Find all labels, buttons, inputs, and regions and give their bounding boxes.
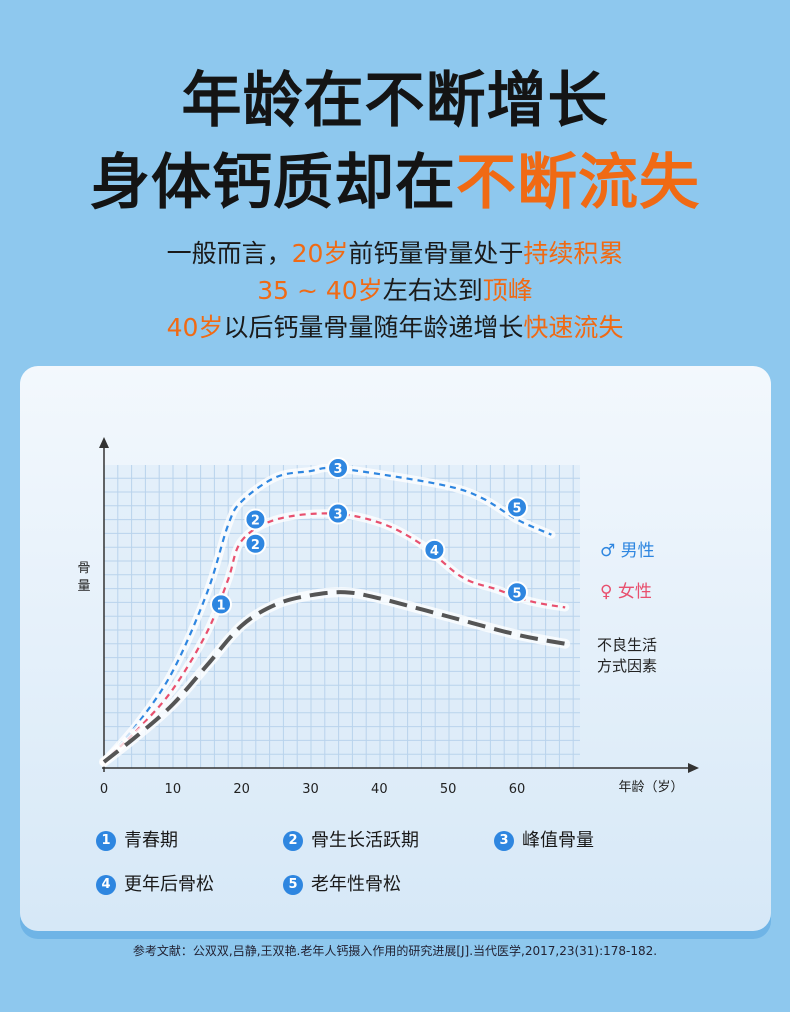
stage-marker-label: 4 <box>430 544 439 559</box>
sub2-b: 左右达到 <box>382 276 483 305</box>
x-tick-label: 40 <box>371 782 388 797</box>
legend-label: 青春期 <box>124 830 178 851</box>
poor-lifestyle-series-line <box>102 590 566 764</box>
stage-marker-circle <box>506 496 528 519</box>
legend-label: 骨生长活跃期 <box>311 830 419 851</box>
sub3-b: 以后钙量骨量随年龄递增长 <box>223 313 524 342</box>
stage-marker-label: 3 <box>334 507 343 522</box>
x-tick-label: 20 <box>233 782 250 797</box>
stage-marker-label: 2 <box>251 538 260 553</box>
male-series-label: ♂ 男性 <box>600 541 655 561</box>
legend-item-1: 1 青春期 <box>96 826 178 852</box>
legend-number-badge: 2 <box>283 831 303 851</box>
female-series-label: ♀ 女性 <box>600 582 652 602</box>
legend-item-5: 5 老年性骨松 <box>283 870 401 896</box>
subtitle-line3: 40岁以后钙量骨量随年龄递增长快速流失 <box>0 308 790 344</box>
x-tick-label: 10 <box>165 782 182 797</box>
poor-lifestyle-series-label: 方式因素 <box>597 657 657 675</box>
sub1-a: 一般而言， <box>166 239 292 268</box>
x-axis-label: 年龄（岁） <box>618 780 683 795</box>
page-title-line1: 年龄在不断增长 <box>181 66 609 136</box>
page-title-line2: 身体钙质却在不断流失 <box>0 134 790 221</box>
sub2-c: 顶峰 <box>482 276 533 305</box>
title-line2-highlight: 不断流失 <box>456 148 700 218</box>
legend-label: 峰值骨量 <box>522 830 594 851</box>
legend-number-badge: 3 <box>494 831 514 851</box>
stage-marker-circle <box>423 538 446 561</box>
x-tick-label: 50 <box>440 782 457 797</box>
legend-number-badge: 5 <box>283 875 303 895</box>
female-series-line <box>103 512 566 763</box>
legend-label: 更年后骨松 <box>124 874 214 895</box>
subtitle-line2: 35 ~ 40岁左右达到顶峰 <box>0 271 790 307</box>
x-tick-label: 30 <box>302 782 319 797</box>
stage-marker-circle <box>210 593 233 616</box>
sub3-a: 40岁 <box>166 313 224 342</box>
sub2-a: 35 ~ 40岁 <box>257 276 383 305</box>
y-axis-label: 量 <box>77 579 90 594</box>
sub1-d: 持续积累 <box>523 239 624 268</box>
stage-marker-label: 5 <box>512 586 521 601</box>
stage-marker-label: 1 <box>216 598 225 613</box>
legend-item-4: 4 更年后骨松 <box>96 870 214 896</box>
legend-number-badge: 1 <box>96 831 116 851</box>
stage-marker-circle <box>506 581 528 604</box>
stage-marker-label: 5 <box>512 501 521 516</box>
x-axis-arrow <box>688 763 699 773</box>
stage-marker-label: 3 <box>334 462 343 477</box>
legend-number-badge: 4 <box>96 875 116 895</box>
poor-lifestyle-series-label: 不良生活 <box>597 636 657 654</box>
stage-marker-circle <box>327 457 350 480</box>
stage-marker-circle <box>327 502 350 525</box>
y-axis-arrow <box>99 437 109 448</box>
subtitle-line1: 一般而言，20岁前钙量骨量处于持续积累 <box>0 234 790 270</box>
stage-marker-label: 2 <box>251 514 260 529</box>
title-line2-normal: 身体钙质却在 <box>90 148 456 218</box>
sub1-c: 前钙量骨量处于 <box>348 239 524 268</box>
stage-marker-circle <box>244 508 267 531</box>
legend-item-3: 3 峰值骨量 <box>494 826 594 852</box>
legend-label: 老年性骨松 <box>311 874 401 895</box>
y-axis-label: 骨 <box>77 561 90 576</box>
legend-item-2: 2 骨生长活跃期 <box>283 826 419 852</box>
reference-citation: 参考文献：公双双,吕静,王双艳.老年人钙摄入作用的研究进展[J].当代医学,20… <box>132 944 658 958</box>
stage-marker-circle <box>244 532 267 555</box>
x-tick-label: 60 <box>509 782 526 797</box>
male-series-line <box>103 466 552 763</box>
sub1-b: 20岁 <box>291 239 349 268</box>
sub3-c: 快速流失 <box>523 313 624 342</box>
x-tick-label: 0 <box>100 782 108 797</box>
